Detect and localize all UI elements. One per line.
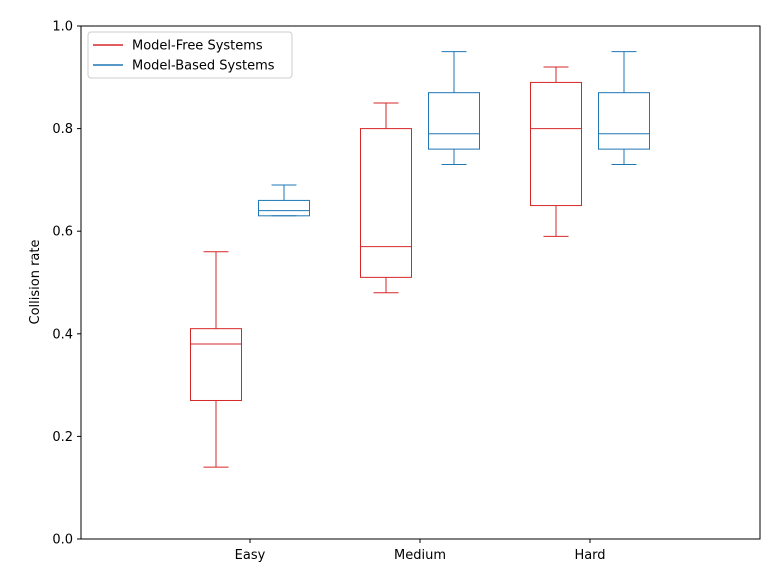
legend-label: Model-Based Systems — [132, 59, 275, 74]
box-model-free-easy — [190, 251, 242, 468]
box-model-based-medium — [428, 51, 480, 166]
box-marks — [190, 51, 650, 468]
legend: Model-Free Systems Model-Based Systems — [87, 31, 293, 79]
y-tick-label: 0.2 — [52, 430, 73, 445]
box-iqr — [190, 328, 242, 401]
legend-label: Model-Free Systems — [132, 39, 263, 54]
y-tick-label: 0.0 — [52, 533, 73, 548]
box-model-free-medium — [360, 102, 412, 294]
x-axis: Easy Medium Hard — [235, 539, 606, 563]
y-axis: 0.0 0.2 0.4 0.6 0.8 1.0 — [52, 20, 81, 548]
box-model-based-easy — [258, 184, 310, 217]
y-tick-label: 0.6 — [52, 225, 73, 240]
x-tick-label: Hard — [574, 548, 605, 563]
legend-box — [87, 31, 293, 79]
box-iqr — [598, 92, 650, 150]
box-iqr — [360, 128, 412, 278]
box-iqr — [428, 92, 480, 150]
box-model-based-hard — [598, 51, 650, 166]
x-tick-label: Easy — [235, 548, 266, 563]
box-model-free-hard — [530, 66, 582, 237]
box-iqr — [258, 199, 310, 217]
y-tick-label: 0.8 — [52, 122, 73, 137]
box-iqr — [530, 81, 582, 207]
y-axis-label: Collision rate — [28, 240, 43, 325]
y-tick-label: 0.4 — [52, 327, 73, 342]
plot-frame — [80, 25, 761, 540]
x-tick-label: Medium — [394, 548, 446, 563]
y-tick-label: 1.0 — [52, 20, 73, 35]
